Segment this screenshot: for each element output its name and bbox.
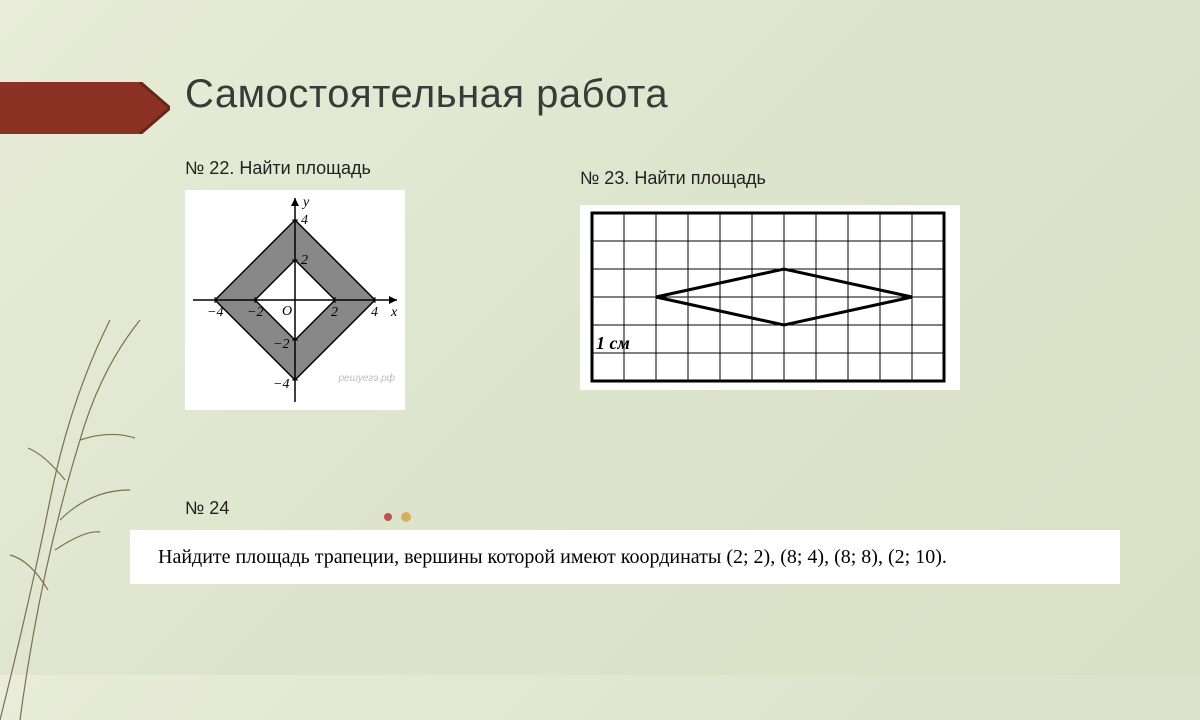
figure-23: 1 см xyxy=(580,205,960,390)
watermark-text: решуегэ.рф xyxy=(338,373,395,384)
task22-label: № 22. Найти площадь xyxy=(185,158,371,179)
task23-label: № 23. Найти площадь xyxy=(580,168,766,189)
x-axis-label: x xyxy=(390,305,398,320)
deco-dots xyxy=(380,508,420,526)
tick-y2: 2 xyxy=(301,253,308,268)
tick-2: 2 xyxy=(331,305,338,320)
tick-yneg2: −2 xyxy=(273,337,289,352)
task24-label: № 24 xyxy=(185,498,229,519)
task24-text: Найдите площадь трапеции, вершины которо… xyxy=(130,530,1120,584)
tick-yneg4: −4 xyxy=(273,377,289,392)
tick-neg2: −2 xyxy=(247,305,263,320)
origin-label: O xyxy=(282,304,292,319)
accent-arrow xyxy=(0,82,170,134)
y-axis-label: y xyxy=(301,195,310,210)
figure-22: −4 −2 2 4 4 2 −2 −4 O x y решуегэ.рф xyxy=(185,190,405,410)
scale-label: 1 см xyxy=(596,333,630,353)
page-title: Самостоятельная работа xyxy=(185,72,668,117)
tick-y4: 4 xyxy=(301,213,308,228)
decorative-branch xyxy=(0,320,200,720)
tick-neg4: −4 xyxy=(207,305,223,320)
tick-4: 4 xyxy=(371,305,378,320)
